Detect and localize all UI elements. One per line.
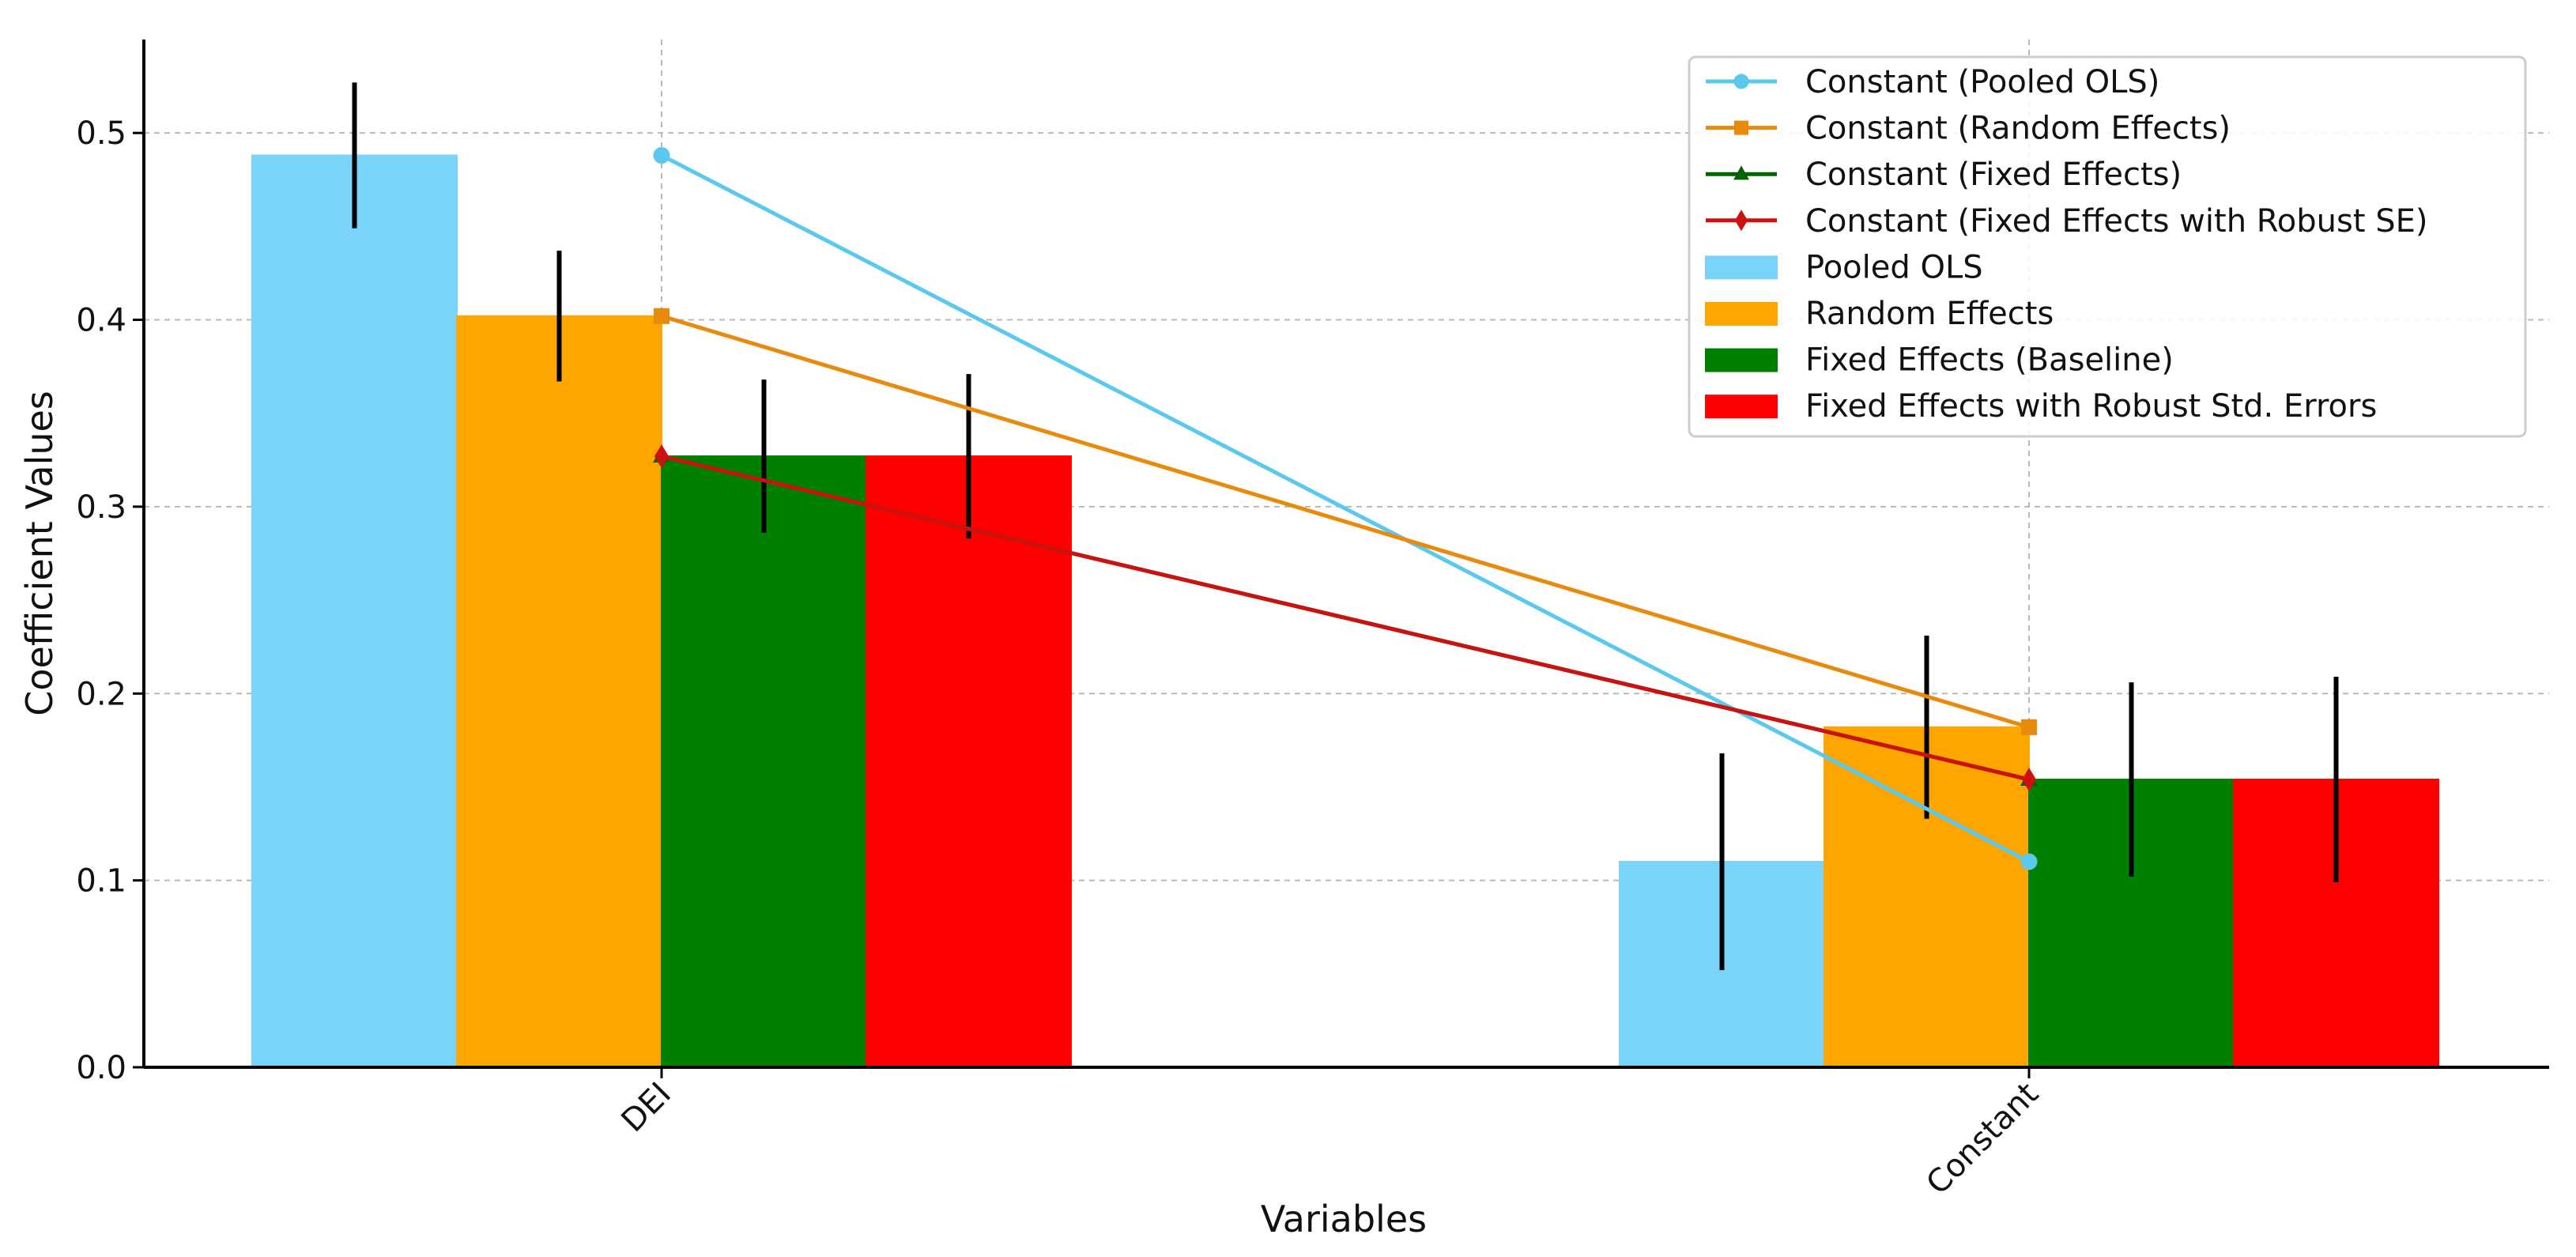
y-axis-title: Coefficient Values [18,391,61,716]
legend-bar-swatch [1705,255,1778,280]
legend-label: Constant (Random Effects) [1805,111,2231,147]
legend-label: Random Effects [1805,296,2054,332]
marker-circle [653,147,670,164]
legend-label: Fixed Effects (Baseline) [1805,342,2174,379]
legend-label: Fixed Effects with Robust Std. Errors [1805,388,2377,425]
series-lines [653,147,2038,870]
line-constant-pooled-ols- [660,153,2031,864]
y-tick-label: 0.0 [76,1050,126,1086]
legend-frame [1688,55,2527,438]
marker-circle [1733,74,1749,89]
marker-diamond [654,444,669,469]
legend: Constant (Pooled OLS) Constant (Random Ef… [1688,55,2527,438]
line-constant-fixed-effects-with-robust-se- [661,454,2030,782]
marker-triangle [1733,165,1749,180]
x-axis-title: Variables [1261,1198,1427,1240]
line-constant-random-effects- [661,314,2030,730]
y-tick-label: 0.5 [76,115,126,152]
y-tick-label: 0.4 [76,303,126,339]
axes [133,40,2549,1078]
bar-random-effects-dei [456,315,662,1068]
marker-square [2021,719,2037,735]
bar-fixed-effects-with-robust-std-errors-dei [866,455,1072,1068]
marker-square [654,308,669,324]
bar-pooled-ols-dei [251,154,458,1069]
legend-label: Constant (Fixed Effects) [1805,157,2182,193]
y-tick-label: 0.1 [76,863,126,900]
legend-label: Pooled OLS [1805,249,1983,285]
error-bars [352,82,2339,971]
bar-fixed-effects-baseline--dei [661,455,867,1068]
marker-diamond [1734,210,1748,232]
x-tick-label: DEI [615,1076,679,1140]
marker-square [1734,120,1748,135]
legend-bar-swatch [1705,302,1778,326]
y-tick-label: 0.3 [76,489,126,526]
marker-diamond [2022,768,2036,791]
marker-circle [2020,853,2038,870]
y-tick-label: 0.2 [76,676,126,712]
legend-bar-swatch [1705,348,1778,372]
legend-bar-swatch [1705,394,1778,419]
x-tick-label: Constant [1919,1076,2046,1202]
legend-label: Constant (Fixed Effects with Robust SE) [1805,203,2427,240]
legend-label: Constant (Pooled OLS) [1805,64,2159,100]
